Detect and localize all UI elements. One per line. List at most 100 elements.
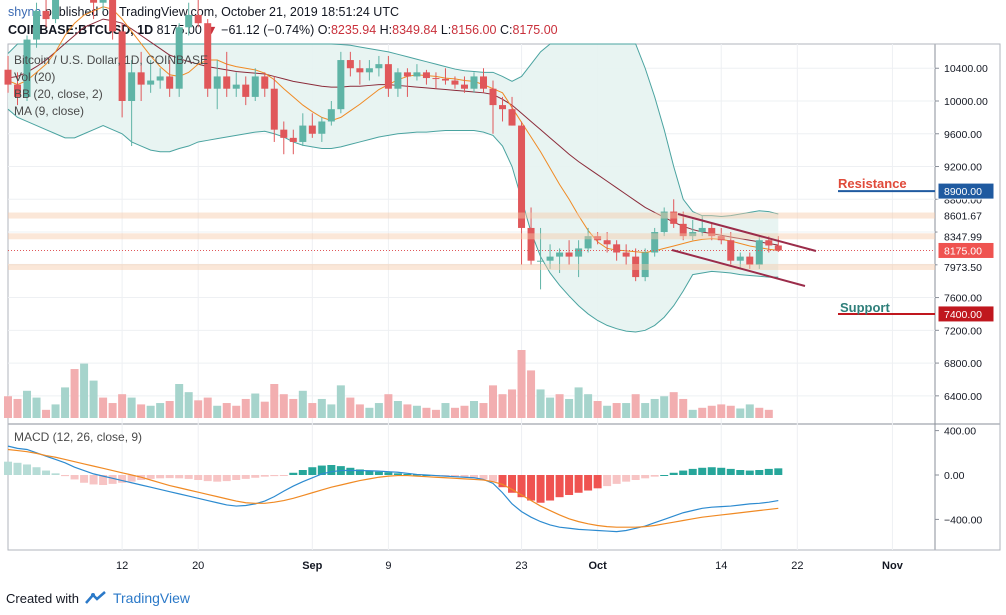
candle-body (470, 76, 478, 89)
volume-bar (650, 398, 659, 418)
legend-bb[interactable]: BB (20, close, 2) (14, 87, 103, 101)
candle-body (622, 252, 630, 257)
candle-body (147, 80, 155, 85)
ohlc-open: 8235.94 (330, 23, 377, 37)
macd-hist-bar (517, 475, 526, 498)
macd-hist-bar (355, 469, 364, 475)
volume-bar (165, 401, 174, 418)
candle-body (394, 72, 402, 89)
volume-bar (479, 403, 488, 418)
ohlc-open-label: O: (317, 23, 331, 37)
volume-bar (336, 385, 345, 418)
volume-bar (508, 389, 517, 418)
resistance-label: Resistance (838, 176, 907, 191)
tradingview-brand[interactable]: TradingView (112, 590, 191, 606)
price-level-label: 8175.00 (944, 245, 982, 257)
macd-hist-bar (546, 475, 555, 501)
candle-body (204, 23, 212, 89)
candle-body (232, 84, 240, 89)
candle-body (42, 10, 50, 20)
macd-hist-bar (156, 475, 165, 479)
time-axis-label: Nov (882, 560, 904, 572)
candle-body (280, 129, 288, 138)
candle-body (727, 240, 735, 261)
candle-body (679, 223, 687, 237)
macd-hist-bar (13, 462, 22, 475)
time-axis-label: 23 (515, 560, 527, 572)
volume-bar (469, 401, 478, 418)
macd-hist-bar (203, 475, 212, 482)
macd-hist-bar (774, 468, 783, 475)
volume-bar (260, 401, 269, 418)
volume-bar (156, 403, 165, 418)
volume-bar (622, 403, 631, 418)
candle-body (556, 252, 564, 257)
candle-body (156, 76, 164, 81)
macd-hist-bar (536, 475, 545, 503)
candle-body (213, 76, 221, 89)
macd-hist-bar (698, 467, 707, 475)
candle-body (223, 76, 231, 89)
macd-hist-bar (308, 467, 317, 475)
macd-axis-label: 0.00 (944, 470, 965, 482)
volume-bar (660, 396, 669, 418)
volume-bar (32, 397, 41, 418)
candle-body (632, 256, 640, 278)
volume-bar (222, 403, 231, 418)
volume-bar (726, 405, 735, 418)
volume-bar (441, 403, 450, 418)
volume-bar (393, 401, 402, 418)
volume-bar (317, 398, 326, 418)
price-levels: Resistance Support (8, 176, 935, 315)
macd-hist-bar (298, 470, 307, 475)
candle-body (403, 72, 411, 77)
volume-bar (251, 393, 260, 418)
macd-hist-bar (574, 475, 583, 493)
volume-bar (384, 394, 393, 418)
candle-body (594, 236, 602, 241)
volume-bar (279, 394, 288, 418)
candle-body (565, 252, 573, 257)
legend-title: Bitcoin / U.S. Dollar, 1D, COINBASE (14, 53, 209, 67)
macd-hist-bar (23, 464, 32, 475)
candle-body (460, 84, 468, 89)
candle-body (23, 39, 31, 97)
candle-body (480, 76, 487, 89)
macd-hist-bar (146, 475, 155, 479)
candle-body (708, 227, 716, 237)
candle-body (52, 0, 60, 20)
macd-hist-bar (479, 475, 488, 480)
volume-bar (184, 392, 193, 418)
price-axis-label: 10000.00 (944, 96, 988, 108)
volume-bar (327, 404, 336, 418)
macd-hist-bar (584, 475, 593, 491)
candle-body (242, 84, 250, 97)
candle-body (527, 227, 535, 261)
price-level-label: 8347.99 (944, 231, 982, 243)
chart-frame (7, 43, 1001, 551)
legend-macd[interactable]: MACD (12, 26, close, 9) (14, 430, 143, 444)
volume-bar (669, 392, 678, 418)
bb-fill (8, 44, 779, 332)
macd-hist-bar (679, 470, 688, 475)
candle-body (499, 105, 507, 110)
ma9-line (7, 6, 779, 254)
macd-hist-bar (650, 475, 659, 477)
candle-body (651, 232, 659, 253)
volume-bar (346, 397, 355, 418)
macd-hist-bar (460, 475, 469, 478)
volume-bar (61, 387, 70, 418)
legend-ma[interactable]: MA (9, close) (14, 104, 85, 118)
candle-body (99, 0, 107, 3)
volume-bar (175, 384, 184, 418)
time-axis-label: 9 (385, 560, 391, 572)
volume-bar (489, 385, 498, 418)
volume-bar (422, 407, 431, 418)
candle-body (356, 68, 364, 73)
price-level-label: 8900.00 (944, 186, 982, 198)
footer: Created with TradingView (6, 590, 190, 606)
author-name[interactable]: shyna (8, 5, 42, 19)
volume-bar (118, 394, 127, 418)
legend-vol[interactable]: Vol (20) (14, 70, 56, 84)
